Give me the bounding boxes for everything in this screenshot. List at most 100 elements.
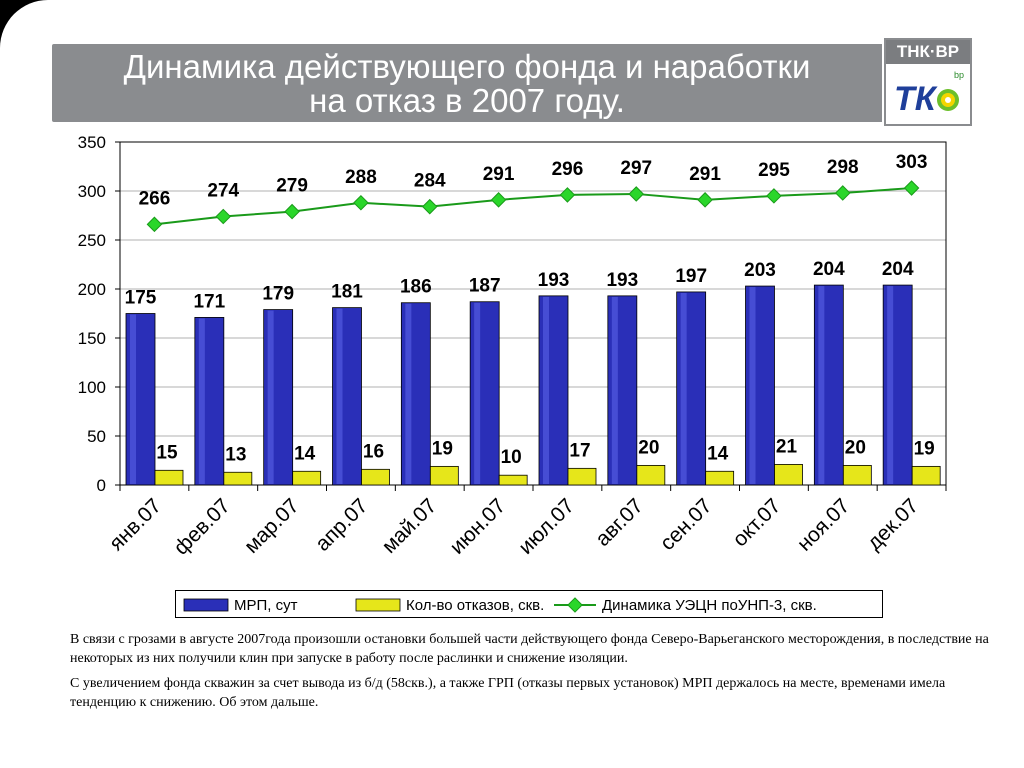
- data-label-mrp: 204: [813, 259, 845, 280]
- bar-mrp-highlight: [198, 318, 205, 484]
- bar-mrp-highlight: [267, 310, 274, 484]
- y-tick-label: 200: [78, 280, 106, 299]
- data-label-mrp: 203: [744, 260, 776, 281]
- bar-fail: [154, 469, 184, 486]
- x-tick-label: сен.07: [656, 494, 717, 555]
- data-label-fail: 16: [363, 441, 384, 462]
- bar-mrp-highlight: [749, 287, 756, 484]
- bar-fail: [911, 465, 941, 486]
- data-label-line: 274: [207, 180, 239, 201]
- logo-bp-text: bp: [954, 70, 964, 80]
- line-marker: [834, 185, 851, 201]
- data-label-fail: 15: [156, 442, 178, 463]
- data-label-line: 288: [345, 167, 377, 188]
- bar-fail: [361, 468, 390, 486]
- chart-legend: МРП, сут Кол-во отказов, скв. Динамика У…: [175, 590, 883, 618]
- logo-emblem-icon: ТК bp: [894, 70, 964, 118]
- legend-label-fail: Кол-во отказов, скв.: [406, 597, 544, 614]
- data-label-line: 296: [552, 159, 584, 180]
- line-marker: [146, 216, 163, 233]
- line-marker: [353, 194, 369, 211]
- legend-label-mrp: МРП, сут: [234, 597, 298, 614]
- title-bar: [52, 44, 882, 122]
- data-label-mrp: 181: [331, 282, 363, 303]
- title-line-1: Динамика действующего фонда и наработки: [123, 48, 811, 85]
- legend-line-marker: [567, 597, 583, 613]
- bar-mrp-highlight: [887, 286, 894, 484]
- bar-fail: [567, 467, 597, 486]
- data-label-fail: 17: [569, 440, 590, 461]
- line-marker: [215, 208, 232, 225]
- bar-mrp-highlight: [130, 314, 136, 484]
- data-label-mrp: 197: [675, 266, 707, 287]
- x-tick-label: ноя.07: [793, 494, 854, 555]
- x-tick-label: янв.07: [105, 494, 166, 555]
- svg-text:ТК: ТК: [894, 80, 938, 118]
- logo-text: ТНК·ВР: [886, 40, 970, 64]
- bar-fail: [223, 471, 253, 486]
- line-marker: [421, 198, 438, 215]
- data-label-line: 297: [620, 158, 652, 179]
- data-label-line: 298: [827, 157, 859, 178]
- bar-mrp-highlight: [336, 308, 343, 484]
- line-marker: [766, 188, 782, 204]
- combo-chart: 0 50 100 150 200 250 300 350 175 15 янв.07 171 13 фев…: [78, 133, 947, 560]
- data-label-line: 279: [276, 176, 308, 197]
- data-label-mrp: 186: [400, 277, 432, 298]
- y-tick-label: 300: [78, 182, 106, 201]
- x-tick-label: май.07: [378, 494, 442, 558]
- bar-fail: [774, 464, 803, 486]
- bar-fail: [705, 470, 735, 486]
- line-marker: [559, 187, 576, 203]
- line-marker: [697, 192, 713, 208]
- x-tick-label: июн.07: [446, 494, 511, 559]
- data-label-mrp: 193: [538, 270, 570, 291]
- data-label-mrp: 193: [606, 270, 638, 291]
- bar-fail: [498, 474, 528, 486]
- legend-swatch-mrp: [183, 598, 229, 612]
- data-label-fail: 13: [225, 444, 246, 465]
- data-label-fail: 21: [776, 436, 798, 457]
- legend-label-line: Динамика УЭЦН поУНП-3, скв.: [602, 597, 817, 614]
- data-label-fail: 14: [294, 443, 316, 464]
- y-tick-label: 250: [78, 231, 106, 250]
- title-line-2: на отказ в 2007 году.: [309, 82, 625, 119]
- data-label-fail: 19: [914, 438, 935, 459]
- data-label-mrp: 175: [125, 288, 157, 309]
- x-tick-label: окт.07: [728, 494, 785, 551]
- x-tick-label: июл.07: [514, 494, 579, 559]
- data-label-fail: 19: [432, 438, 453, 459]
- data-label-line: 266: [139, 188, 171, 209]
- data-label-line: 303: [896, 152, 928, 173]
- y-tick-label: 0: [97, 476, 106, 495]
- data-label-line: 295: [758, 160, 790, 181]
- data-label-mrp: 179: [262, 284, 294, 305]
- x-tick-label: авг.07: [591, 494, 648, 551]
- description: В связи с грозами в августе 2007года про…: [70, 630, 1010, 718]
- bar-fail: [842, 464, 872, 486]
- y-tick-label: 150: [78, 329, 106, 348]
- bar-mrp-highlight: [405, 303, 412, 484]
- company-logo: ТНК·ВР ТК bp: [884, 38, 972, 126]
- y-tick-label: 100: [78, 378, 106, 397]
- page-title: Динамика действующего фонда и наработки …: [52, 50, 882, 118]
- data-label-line: 284: [414, 171, 446, 192]
- line-marker: [628, 186, 645, 202]
- bar-mrp-highlight: [611, 296, 618, 484]
- line-marker: [903, 180, 920, 196]
- bar-fail: [636, 464, 666, 486]
- chart-area: 0 50 100 150 200 250 300 350 175 15 янв.07 171 13 фев…: [0, 128, 1024, 628]
- x-tick-label: фев.07: [170, 494, 235, 559]
- data-label-fail: 20: [845, 437, 866, 458]
- series-line-uecn: [154, 187, 912, 226]
- data-label-fail: 14: [707, 443, 729, 464]
- data-label-line: 291: [483, 164, 515, 185]
- data-label-mrp: 171: [193, 291, 225, 312]
- x-tick-label: апр.07: [311, 494, 372, 555]
- data-label-line: 291: [689, 164, 721, 185]
- data-label-mrp: 187: [469, 276, 501, 297]
- description-paragraph-2: С увеличением фонда скважин за счет выво…: [70, 676, 946, 710]
- bar-mrp-highlight: [818, 286, 825, 484]
- data-label-mrp: 204: [882, 259, 914, 280]
